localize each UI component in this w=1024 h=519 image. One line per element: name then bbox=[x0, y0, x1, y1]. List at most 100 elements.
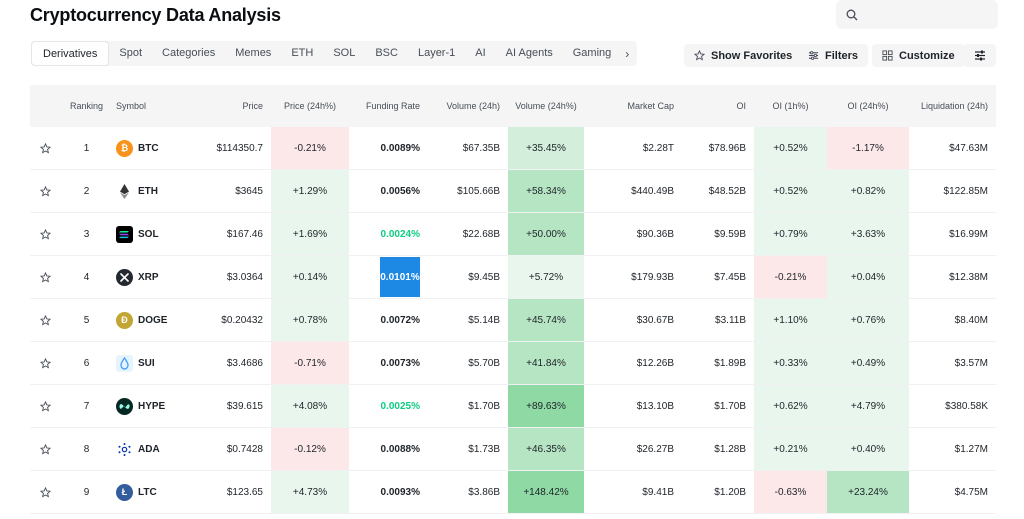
search-box[interactable] bbox=[836, 0, 998, 29]
tab-spot[interactable]: Spot bbox=[119, 47, 143, 59]
symbol-cell[interactable]: SUI bbox=[113, 342, 207, 384]
header-oi-24h[interactable]: OI (24h%) bbox=[847, 101, 889, 111]
volume-cell: $5.70B bbox=[468, 357, 500, 369]
rank-cell: 1 bbox=[83, 142, 90, 154]
favorite-star-icon[interactable] bbox=[30, 342, 60, 384]
liquidation-cell: $380.58K bbox=[945, 400, 988, 412]
favorite-star-icon[interactable] bbox=[30, 127, 60, 169]
grid-icon bbox=[882, 50, 893, 61]
header-symbol[interactable]: Symbol bbox=[116, 101, 147, 111]
header-price-24h[interactable]: Price (24h%) bbox=[283, 101, 337, 111]
settings-button[interactable] bbox=[964, 44, 996, 67]
price-change-cell: +0.14% bbox=[271, 256, 349, 298]
tab-eth[interactable]: ETH bbox=[291, 47, 314, 59]
tab-categories[interactable]: Categories bbox=[162, 47, 216, 59]
price-cell: $39.615 bbox=[226, 400, 263, 412]
price-change-cell: +0.78% bbox=[271, 299, 349, 341]
rank-cell: 4 bbox=[83, 271, 90, 283]
table-row[interactable]: 4 XRP $3.0364 +0.14% 0.0101% $9.45B +5.72% $179… bbox=[30, 256, 996, 299]
symbol-cell[interactable]: Ð DOGE bbox=[113, 299, 207, 341]
header-oi[interactable]: OI bbox=[736, 101, 746, 111]
oi-1h-cell: +0.52% bbox=[754, 170, 827, 212]
funding-rate-cell: 0.0088% bbox=[380, 443, 420, 455]
favorite-star-icon[interactable] bbox=[30, 428, 60, 470]
rank-cell: 8 bbox=[83, 443, 90, 455]
price-change-cell: +1.69% bbox=[271, 213, 349, 255]
oi-1h-cell: -0.21% bbox=[754, 256, 827, 298]
table-row[interactable]: 9 Ł LTC $123.65 +4.73% 0.0093% $3.86B +148.42% $… bbox=[30, 471, 996, 514]
oi-24h-cell: +4.79% bbox=[827, 385, 909, 427]
oi-1h-cell: -0.63% bbox=[754, 471, 827, 513]
symbol-cell[interactable]: ADA bbox=[113, 428, 207, 470]
price-cell: $114350.7 bbox=[216, 142, 263, 154]
xrp-icon bbox=[116, 268, 138, 286]
table-row[interactable]: 3 SOL $167.46 +1.69% 0.0024% $22.68B +50.00% $9… bbox=[30, 213, 996, 256]
funding-rate-cell: 0.0056% bbox=[380, 185, 420, 197]
oi-24h-cell: +0.40% bbox=[827, 428, 909, 470]
funding-rate-cell: 0.0024% bbox=[380, 228, 420, 240]
symbol-cell[interactable]: SOL bbox=[113, 213, 207, 255]
header-price[interactable]: Price bbox=[242, 101, 263, 111]
symbol-cell[interactable]: ₿ BTC bbox=[113, 127, 207, 169]
symbol-label: SUI bbox=[138, 357, 155, 369]
tab-gaming[interactable]: Gaming bbox=[572, 47, 612, 59]
header-volume[interactable]: Volume (24h) bbox=[446, 101, 500, 111]
market-cap-cell: $30.67B bbox=[636, 314, 674, 326]
favorite-star-icon[interactable] bbox=[30, 471, 60, 513]
filters-button[interactable]: Filters bbox=[798, 44, 869, 67]
volume-change-cell: +58.34% bbox=[508, 170, 584, 212]
table-row[interactable]: 8 ADA $0.7428 -0.12% 0.0088% $1.73B +46.35% $26… bbox=[30, 428, 996, 471]
litecoin-icon: Ł bbox=[116, 483, 138, 501]
symbol-label: SOL bbox=[138, 228, 159, 240]
header-volume-24h[interactable]: Volume (24h%) bbox=[515, 101, 577, 111]
price-change-cell: -0.71% bbox=[271, 342, 349, 384]
search-input[interactable] bbox=[864, 7, 984, 22]
table-row[interactable]: 5 Ð DOGE $0.20432 +0.78% 0.0072% $5.14B +45.74%… bbox=[30, 299, 996, 342]
header-liquidation[interactable]: Liquidation (24h) bbox=[920, 101, 988, 111]
symbol-cell[interactable]: ETH bbox=[113, 170, 207, 212]
price-cell: $167.46 bbox=[226, 228, 263, 240]
symbol-label: BTC bbox=[138, 142, 159, 154]
table-row[interactable]: 1 ₿ BTC $114350.7 -0.21% 0.0089% $67.35B +35.45… bbox=[30, 127, 996, 170]
funding-rate-cell: 0.0093% bbox=[380, 486, 420, 498]
price-change-cell: -0.12% bbox=[271, 428, 349, 470]
tab-ai[interactable]: AI bbox=[475, 47, 486, 59]
table-row[interactable]: 2 ETH $3645 +1.29% 0.0056% $105.66B +58.34% $44… bbox=[30, 170, 996, 213]
tab-memes[interactable]: Memes bbox=[235, 47, 272, 59]
favorite-star-icon[interactable] bbox=[30, 170, 60, 212]
tab-layer-1[interactable]: Layer-1 bbox=[417, 47, 456, 59]
symbol-cell[interactable]: XRP bbox=[113, 256, 207, 298]
volume-cell: $1.73B bbox=[468, 443, 500, 455]
price-cell: $0.7428 bbox=[226, 443, 263, 455]
oi-24h-cell: -1.17% bbox=[827, 127, 909, 169]
show-favorites-button[interactable]: Show Favorites bbox=[684, 44, 803, 67]
tab-bsc[interactable]: BSC bbox=[375, 47, 398, 59]
table-row[interactable]: 7 HYPE $39.615 +4.08% 0.0025% $1.70B +89.63% $1… bbox=[30, 385, 996, 428]
tab-ai-agents[interactable]: AI Agents bbox=[505, 47, 553, 59]
volume-change-cell: +148.42% bbox=[508, 471, 584, 513]
header-market-cap[interactable]: Market Cap bbox=[627, 101, 674, 111]
tabs-scroll-right-icon[interactable]: › bbox=[625, 46, 630, 61]
volume-change-cell: +35.45% bbox=[508, 127, 584, 169]
favorite-star-icon[interactable] bbox=[30, 385, 60, 427]
header-funding-rate[interactable]: Funding Rate bbox=[365, 101, 420, 111]
rank-cell: 9 bbox=[83, 486, 90, 498]
tab-sol[interactable]: SOL bbox=[333, 47, 356, 59]
show-favorites-label: Show Favorites bbox=[711, 49, 793, 62]
tab-derivatives[interactable]: Derivatives bbox=[31, 41, 110, 66]
oi-cell: $9.59B bbox=[714, 228, 746, 240]
volume-cell: $5.14B bbox=[468, 314, 500, 326]
customize-button[interactable]: Customize bbox=[872, 44, 965, 67]
volume-change-cell: +45.74% bbox=[508, 299, 584, 341]
symbol-cell[interactable]: HYPE bbox=[113, 385, 207, 427]
price-change-cell: -0.21% bbox=[271, 127, 349, 169]
table-row[interactable]: 6 SUI $3.4686 -0.71% 0.0073% $5.70B +41.84% $12… bbox=[30, 342, 996, 385]
header-oi-1h[interactable]: OI (1h%) bbox=[772, 101, 809, 111]
favorite-star-icon[interactable] bbox=[30, 299, 60, 341]
symbol-cell[interactable]: Ł LTC bbox=[113, 471, 207, 513]
favorite-star-icon[interactable] bbox=[30, 213, 60, 255]
header-ranking[interactable]: Ranking bbox=[69, 101, 104, 111]
oi-24h-cell: +0.82% bbox=[827, 170, 909, 212]
favorite-star-icon[interactable] bbox=[30, 256, 60, 298]
volume-cell: $105.66B bbox=[457, 185, 500, 197]
